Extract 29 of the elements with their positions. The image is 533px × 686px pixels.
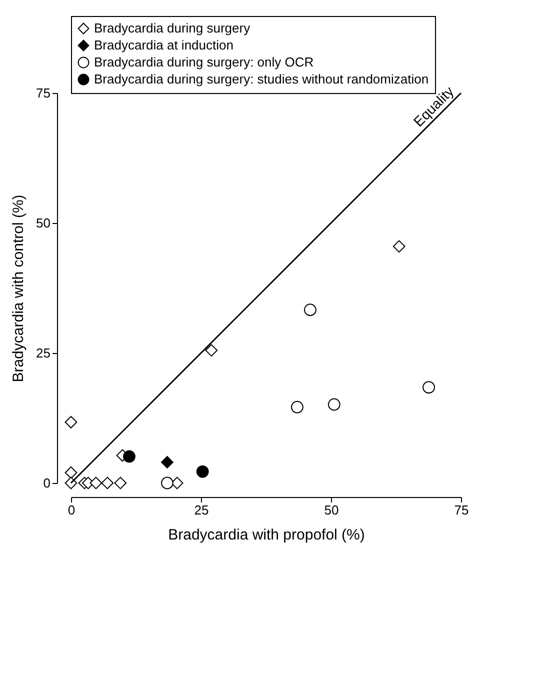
legend-label: Bradycardia at induction [94,38,234,52]
point [101,476,114,490]
y-tick-label: 75 [36,86,50,100]
y-tick-label: 50 [36,216,50,230]
point [205,344,218,357]
y-axis-title: Bradycardia with control (%) [10,194,28,382]
y-tick-label: 0 [43,476,50,490]
legend-label: Bradycardia during surgery [94,20,251,36]
x-tick-label: 50 [324,502,339,518]
point [392,240,406,253]
x-tick-label: 25 [194,502,209,518]
point [161,476,174,490]
y-tick-label: 25 [36,346,50,360]
point [422,381,435,394]
point [123,450,136,463]
point [90,476,102,490]
point [64,466,78,479]
point [291,400,304,414]
point [196,465,209,478]
point [328,398,340,411]
point [161,456,174,468]
legend-label: Bradycardia during surgery: only OCR [94,54,314,70]
point [304,304,316,316]
x-tick-label: 75 [454,502,469,518]
point [64,416,78,428]
point [114,476,127,490]
x-axis-title: Bradycardia with propofol (%) [168,526,365,544]
x-tick-label: 0 [68,502,76,518]
legend-label: Bradycardia during surgery: studies without randomization [94,72,429,86]
